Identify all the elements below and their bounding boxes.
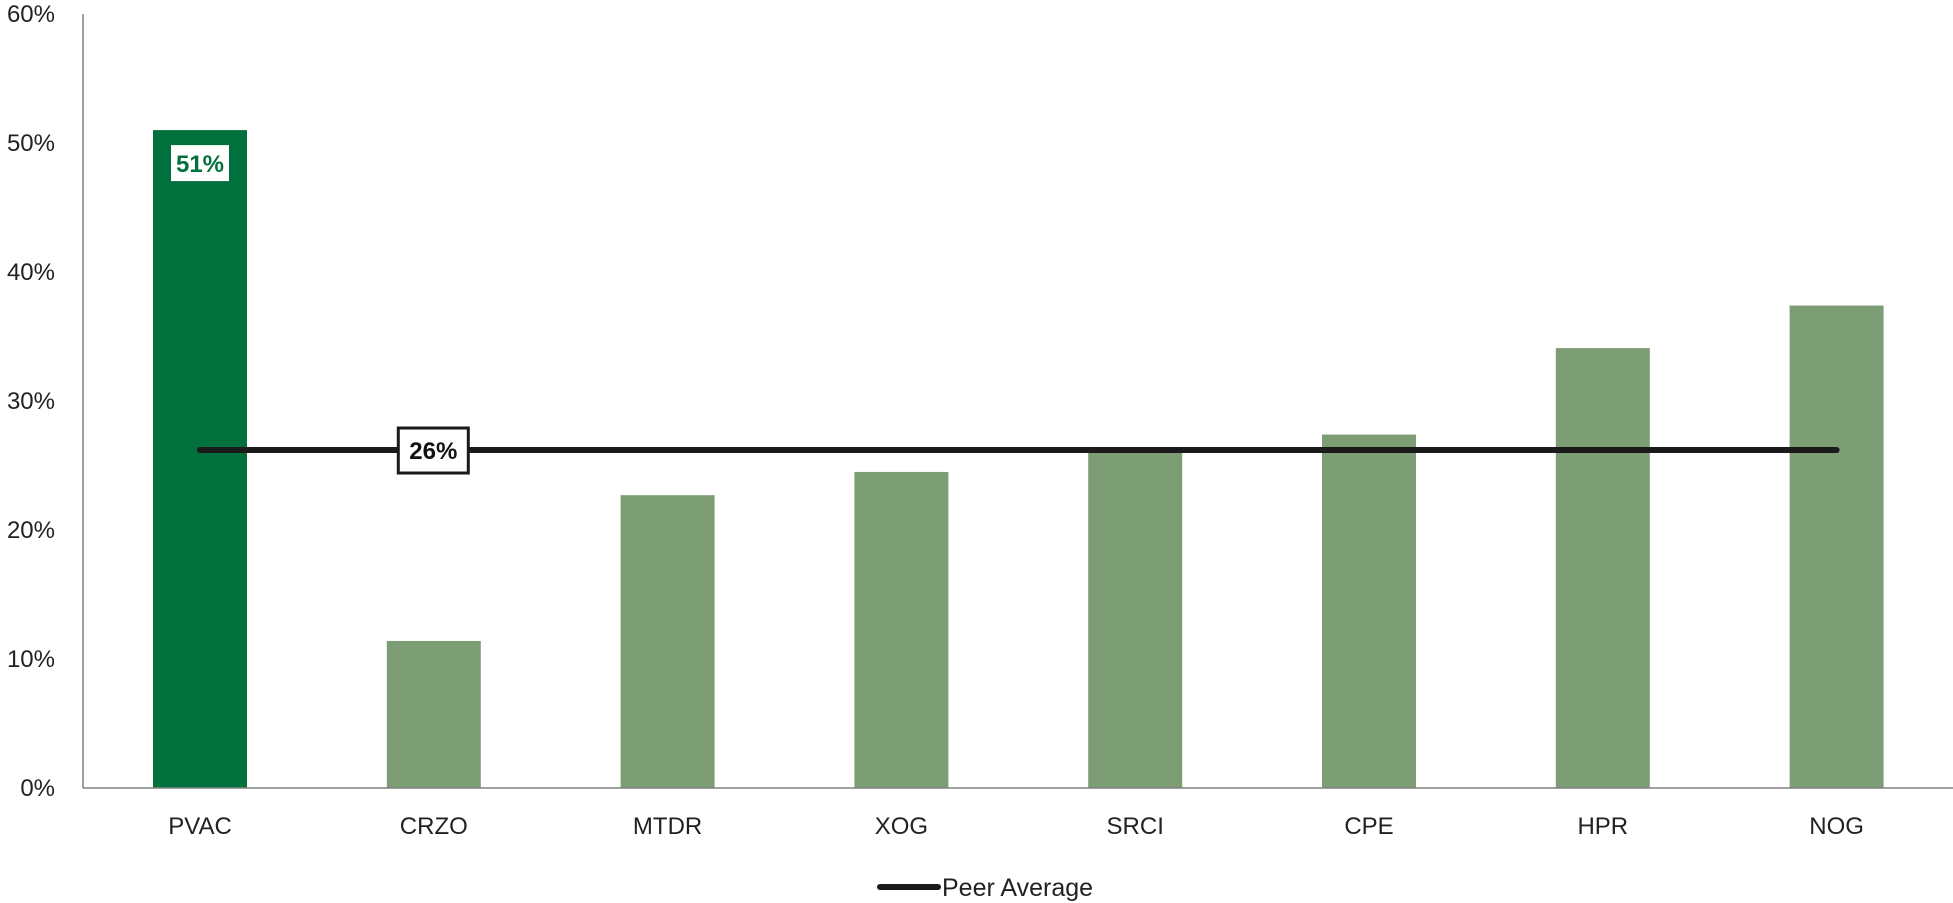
x-tick-label: HPR bbox=[1577, 813, 1628, 840]
y-tick-label: 10% bbox=[7, 646, 55, 673]
x-tick-label: NOG bbox=[1809, 813, 1864, 840]
x-axis: PVAC CRZO MTDR XOG SRCI CPE HPR NOG bbox=[83, 787, 1953, 840]
bar-data-label-box bbox=[171, 145, 229, 182]
y-tick-label: 0% bbox=[20, 775, 55, 802]
y-tick-label: 40% bbox=[7, 259, 55, 286]
y-tick-label: 30% bbox=[7, 388, 55, 415]
y-tick-label: 20% bbox=[7, 517, 55, 544]
bar-srci bbox=[1088, 450, 1183, 788]
x-tick-label: CPE bbox=[1344, 813, 1393, 840]
y-tick-label: 50% bbox=[7, 130, 55, 157]
bar-data-label: 51% bbox=[176, 151, 224, 178]
bar-nog bbox=[1789, 305, 1884, 788]
x-tick-label: MTDR bbox=[633, 813, 702, 840]
peer-average-line-group: 26% bbox=[197, 426, 1840, 475]
bar-hpr bbox=[1555, 348, 1650, 788]
y-axis: 0% 10% 20% 30% 40% 50% 60% bbox=[7, 1, 84, 802]
bar-mtdr bbox=[620, 495, 715, 788]
bar-crzo bbox=[386, 640, 481, 788]
y-tick-label: 60% bbox=[7, 1, 55, 28]
x-tick-label: SRCI bbox=[1107, 813, 1164, 840]
legend-label: Peer Average bbox=[942, 874, 1093, 902]
x-tick-label: CRZO bbox=[400, 813, 468, 840]
x-tick-label: PVAC bbox=[168, 813, 232, 840]
bar-cpe bbox=[1322, 434, 1416, 788]
x-tick-label: XOG bbox=[875, 813, 928, 840]
bar-pvac bbox=[153, 130, 247, 789]
peer-average-label: 26% bbox=[409, 438, 457, 465]
bar-xog bbox=[854, 471, 949, 788]
peer-average-label-box bbox=[396, 426, 470, 475]
bars: 51% bbox=[153, 130, 1884, 789]
legend: Peer Average bbox=[877, 874, 1093, 902]
